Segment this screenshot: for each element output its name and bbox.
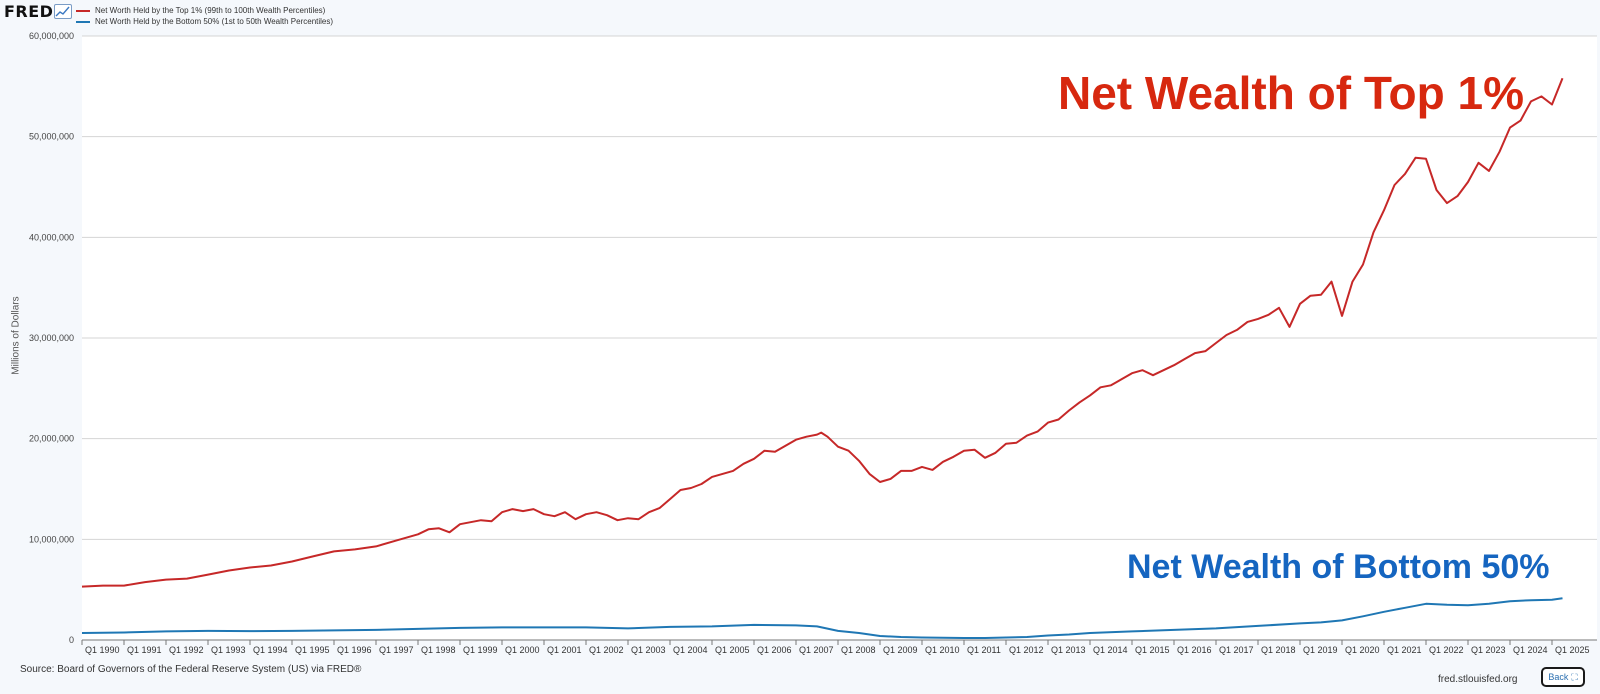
- line-chart-icon: [54, 4, 72, 19]
- x-tick-label: Q1 2015: [1135, 645, 1170, 655]
- x-tick-label: Q1 2004: [673, 645, 708, 655]
- source-note: Source: Board of Governors of the Federa…: [20, 664, 362, 675]
- x-tick-label: Q1 1993: [211, 645, 246, 655]
- x-tick-label: Q1 2006: [757, 645, 792, 655]
- y-axis: 0 10,000,000 20,000,000 30,000,000 40,000,00…: [29, 31, 74, 645]
- y-tick-label: 20,000,000: [29, 434, 74, 444]
- x-tick-label: Q1 2022: [1429, 645, 1464, 655]
- x-tick-label: Q1 2003: [631, 645, 666, 655]
- site-link[interactable]: fred.stlouisfed.org: [1438, 674, 1518, 685]
- legend-label-top1: Net Worth Held by the Top 1% (99th to 10…: [95, 6, 326, 15]
- legend-item-bottom50[interactable]: Net Worth Held by the Bottom 50% (1st to…: [76, 16, 333, 27]
- x-tick-label: Q1 1998: [421, 645, 456, 655]
- x-tick-label: Q1 2020: [1345, 645, 1380, 655]
- y-axis-label: Millions of Dollars: [10, 296, 22, 375]
- fred-logo[interactable]: FRED: [4, 2, 54, 21]
- x-tick-label: Q1 2018: [1261, 645, 1296, 655]
- x-tick-label: Q1 2023: [1471, 645, 1506, 655]
- series-line-bottom50[interactable]: [81, 597, 1563, 639]
- y-tick-label: 40,000,000: [29, 232, 74, 242]
- x-tick-label: Q1 2013: [1051, 645, 1086, 655]
- x-tick-label: Q1 2017: [1219, 645, 1254, 655]
- x-tick-label: Q1 2014: [1093, 645, 1128, 655]
- x-tick-label: Q1 1997: [379, 645, 414, 655]
- y-tick-label: 10,000,000: [29, 534, 74, 544]
- y-tick-label: 0: [69, 635, 74, 645]
- series-lines: [81, 77, 1564, 639]
- legend-item-top1[interactable]: Net Worth Held by the Top 1% (99th to 10…: [76, 5, 325, 16]
- x-tick-label: Q1 2025: [1555, 645, 1590, 655]
- x-tick-label: Q1 2007: [799, 645, 834, 655]
- fullscreen-icon: ⛶: [1571, 671, 1578, 682]
- legend-swatch-bottom50: [76, 20, 90, 23]
- y-tick-label: 30,000,000: [29, 333, 74, 343]
- x-tick-label: Q1 2009: [883, 645, 918, 655]
- series-line-top1[interactable]: [81, 77, 1564, 588]
- x-tick-label: Q1 2010: [925, 645, 960, 655]
- legend-label-bottom50: Net Worth Held by the Bottom 50% (1st to…: [95, 17, 334, 26]
- x-tick-label: Q1 1995: [295, 645, 330, 655]
- x-tick-label: Q1 1996: [337, 645, 372, 655]
- x-tick-label: Q1 2011: [967, 645, 1001, 655]
- x-tick-label: Q1 2000: [505, 645, 540, 655]
- annotation-top1: Net Wealth of Top 1%: [1058, 67, 1524, 119]
- x-tick-label: Q1 2016: [1177, 645, 1212, 655]
- annotation-bottom50: Net Wealth of Bottom 50%: [1127, 548, 1550, 586]
- back-button[interactable]: Back ⛶: [1541, 667, 1585, 687]
- legend-swatch-top1: [76, 9, 90, 12]
- back-button-label: Back: [1548, 672, 1569, 682]
- y-tick-label: 50,000,000: [29, 132, 74, 142]
- x-tick-label: Q1 1994: [253, 645, 288, 655]
- x-tick-label: Q1 2012: [1009, 645, 1044, 655]
- x-axis: Q1 1990 Q1 1991 Q1 1992 Q1 1993 Q1 1994 Q1 19…: [81, 640, 1590, 655]
- x-tick-label: Q1 2021: [1387, 645, 1422, 655]
- x-tick-label: Q1 2005: [715, 645, 750, 655]
- x-tick-label: Q1 2001: [547, 645, 582, 655]
- x-tick-label: Q1 2002: [589, 645, 624, 655]
- x-tick-label: Q1 1992: [169, 645, 204, 655]
- x-tick-label: Q1 2008: [841, 645, 876, 655]
- x-tick-label: Q1 2024: [1513, 645, 1548, 655]
- x-tick-label: Q1 2019: [1303, 645, 1338, 655]
- x-tick-label: Q1 1999: [463, 645, 498, 655]
- x-tick-label: Q1 1990: [85, 645, 120, 655]
- y-tick-label: 60,000,000: [29, 31, 74, 41]
- x-tick-label: Q1 1991: [127, 645, 162, 655]
